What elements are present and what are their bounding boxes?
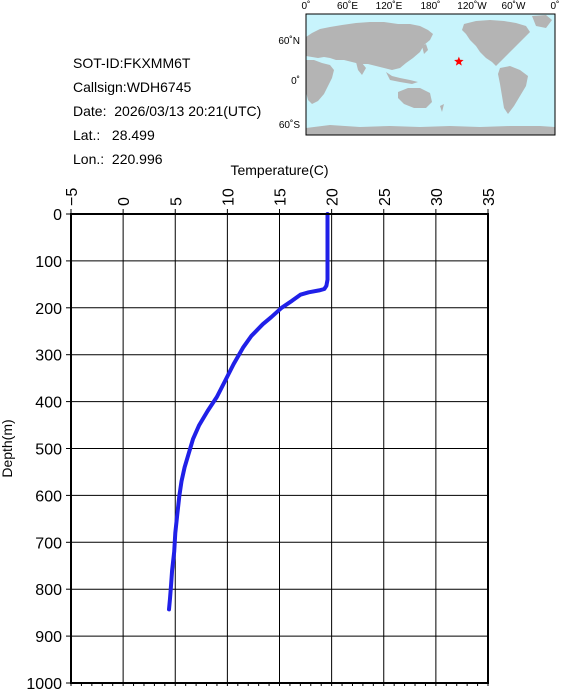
profile-data-point — [317, 288, 321, 292]
profile-data-point — [215, 395, 219, 399]
profile-data-point — [173, 531, 177, 535]
profile-data-point — [290, 299, 294, 303]
callsign-text: Callsign:WDH6745 — [73, 79, 192, 95]
profile-data-point — [172, 550, 176, 554]
profile-data-point — [322, 287, 326, 291]
y-tick-label: 300 — [35, 348, 62, 365]
profile-data-point — [232, 362, 236, 366]
profile-data-point — [249, 334, 253, 338]
profile-data-point — [324, 284, 328, 288]
profile-data-point — [180, 479, 184, 483]
japan-landmass — [422, 44, 428, 54]
profile-data-point — [187, 451, 191, 455]
map-latitude-label: 60˚N — [278, 35, 300, 47]
map-longitude-labels: 0˚ 60˚E 120˚E 180˚ 120˚W 60˚W 0˚ — [302, 0, 560, 12]
x-axis-label: Temperature(C) — [230, 162, 328, 178]
profile-data-point — [183, 465, 187, 469]
map-longitude-label: 60˚W — [502, 0, 526, 12]
y-tick-label: 0 — [53, 207, 62, 224]
profile-data-point — [206, 409, 210, 413]
y-tick-label: 700 — [35, 535, 62, 552]
south-america-landmass — [498, 66, 528, 114]
profile-data-point — [325, 259, 329, 263]
profile-data-point — [223, 378, 227, 382]
depth-axis-ticks: 0 100 200 300 400 500 600 700 800 900 1000 — [26, 207, 71, 690]
map-longitude-label: 180˚ — [420, 0, 440, 12]
north-america-landmass — [462, 20, 530, 66]
plot-frame — [70, 213, 489, 684]
map-latitude-labels: 60˚N 0˚ 60˚S — [278, 35, 300, 131]
y-axis-label: Depth(m) — [0, 419, 15, 477]
y-tick-label: 200 — [35, 301, 62, 318]
x-tick-label: 25 — [377, 188, 394, 206]
temperature-profile-line — [167, 212, 330, 612]
y-tick-label: 1000 — [26, 676, 62, 690]
x-tick-label: 10 — [220, 188, 237, 206]
y-tick-label: 800 — [35, 582, 62, 599]
profile-data-point — [191, 437, 195, 441]
profile-data-point — [325, 278, 329, 282]
map-latitude-label: 0˚ — [291, 75, 300, 87]
map-landmasses — [306, 15, 555, 135]
x-tick-label: 15 — [273, 188, 290, 206]
india-landmass — [356, 62, 366, 75]
y-tick-label: 500 — [35, 442, 62, 459]
map-longitude-label: 60˚E — [337, 0, 358, 12]
chart-grid — [70, 213, 489, 684]
profile-data-point — [269, 315, 273, 319]
profile-data-point — [325, 235, 329, 239]
x-tick-label: 20 — [325, 188, 342, 206]
x-tick-label: −5 — [64, 188, 81, 206]
profile-data-point — [168, 597, 172, 601]
africa-landmass — [306, 60, 334, 104]
x-tick-label: 5 — [168, 197, 185, 206]
new-zealand-landmass — [440, 104, 444, 112]
latitude-text: Lat.: 28.499 — [73, 127, 155, 143]
profile-data-point — [167, 607, 171, 611]
profile-data-point — [280, 306, 284, 310]
star-icon — [454, 56, 464, 66]
map-longitude-label: 0˚ — [302, 0, 311, 12]
sot-id-text: SOT-ID:FKXMM6T — [73, 55, 191, 71]
map-longitude-label: 120˚E — [376, 0, 403, 12]
y-tick-label: 100 — [35, 254, 62, 271]
profile-data-point — [307, 290, 311, 294]
eurasia-landmass — [306, 22, 433, 70]
location-map: 0˚ 60˚E 120˚E 180˚ 120˚W 60˚W 0˚ 60˚N 0˚ 60˚S — [278, 0, 560, 136]
map-longitude-label: 120˚W — [457, 0, 487, 12]
antarctica-landmass — [306, 125, 555, 135]
profile-data-point — [177, 493, 181, 497]
profile-data-point — [261, 322, 265, 326]
australia-landmass — [398, 88, 432, 108]
profile-data-point — [241, 346, 245, 350]
x-tick-label: 30 — [429, 188, 446, 206]
map-frame — [305, 13, 556, 136]
profile-data-point — [298, 293, 302, 297]
x-tick-label: 35 — [481, 188, 498, 206]
y-tick-label: 600 — [35, 488, 62, 505]
chart-series — [167, 212, 330, 612]
longitude-text: Lon.: 220.996 — [73, 151, 163, 167]
profile-data-point — [170, 568, 174, 572]
map-latitude-label: 60˚S — [279, 119, 300, 131]
y-tick-label: 900 — [35, 629, 62, 646]
x-tick-label: 0 — [116, 197, 133, 206]
float-info-panel: SOT-ID:FKXMM6T Callsign:WDH6745 Date: 20… — [73, 51, 261, 171]
indonesia-landmass — [386, 72, 418, 84]
map-longitude-label: 0˚ — [551, 0, 560, 12]
temperature-profile-chart: −5 0 5 10 15 20 25 30 35 01002003004005006007008… — [0, 162, 498, 690]
profile-data-point — [197, 423, 201, 427]
star-icon — [454, 56, 464, 66]
profile-data-point — [169, 583, 173, 587]
y-tick-label: 400 — [35, 395, 62, 412]
temperature-axis-ticks: −5 0 5 10 15 20 25 30 35 — [64, 188, 498, 686]
date-text: Date: 2026/03/13 20:21(UTC) — [73, 103, 262, 119]
profile-data-point — [175, 512, 179, 516]
greenland-landmass — [532, 15, 552, 28]
